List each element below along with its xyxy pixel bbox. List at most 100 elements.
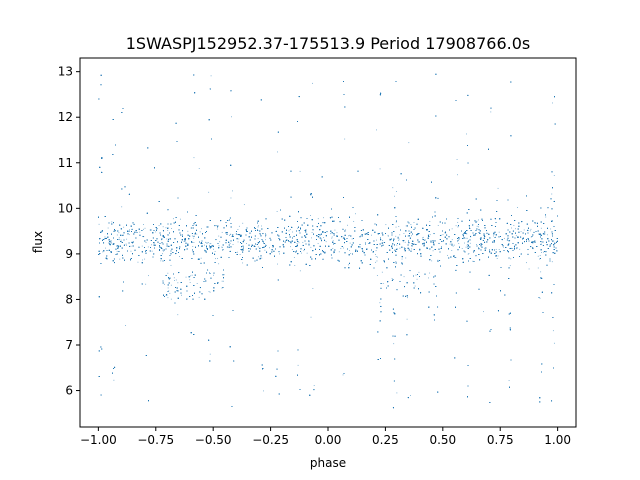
data-point [162, 250, 164, 252]
data-point [167, 297, 169, 299]
data-point [311, 232, 313, 233]
data-point [416, 278, 418, 280]
data-point [484, 247, 485, 249]
data-point [381, 271, 383, 273]
data-point [376, 275, 378, 276]
data-point [128, 234, 130, 236]
data-point [217, 258, 218, 259]
data-point [399, 234, 401, 236]
data-point [277, 151, 278, 153]
data-point [167, 272, 169, 274]
data-point [513, 225, 515, 226]
data-point [466, 233, 468, 235]
data-point [465, 237, 467, 239]
data-point [478, 247, 479, 248]
data-point [198, 168, 200, 169]
data-point [293, 257, 295, 258]
data-point [125, 325, 127, 326]
data-point [242, 222, 244, 224]
data-point [515, 235, 517, 237]
data-point [496, 258, 498, 259]
data-point [189, 282, 191, 283]
data-point [553, 175, 555, 176]
data-point [175, 279, 177, 281]
data-point [257, 238, 259, 239]
data-point [444, 232, 446, 234]
data-point [288, 230, 290, 232]
data-point [451, 249, 453, 251]
data-point [125, 243, 127, 245]
data-point [466, 133, 467, 135]
data-point [261, 257, 263, 259]
data-point [243, 204, 245, 206]
data-point [118, 232, 120, 234]
data-point [410, 224, 412, 225]
data-point [539, 258, 541, 260]
data-point [338, 251, 340, 253]
data-point [413, 222, 415, 223]
data-point [399, 247, 401, 249]
data-point [540, 271, 542, 273]
data-point [219, 241, 221, 243]
data-point [553, 342, 555, 344]
data-point [185, 276, 187, 278]
data-point [208, 291, 210, 293]
data-point [397, 236, 399, 238]
data-point [223, 274, 225, 276]
data-point [382, 242, 384, 244]
data-point [204, 249, 205, 251]
data-point [232, 244, 234, 245]
data-point [457, 241, 459, 243]
data-point [165, 294, 167, 296]
data-point [130, 245, 132, 247]
data-point [143, 224, 144, 225]
data-point [538, 233, 539, 235]
data-point [122, 235, 123, 236]
data-point [464, 242, 465, 244]
data-point [553, 240, 555, 242]
data-point [246, 243, 247, 245]
data-point [515, 248, 517, 250]
data-point [422, 237, 423, 239]
data-point [277, 263, 278, 265]
data-point [374, 254, 376, 255]
data-point [261, 225, 262, 227]
data-point [308, 241, 310, 243]
data-point [113, 379, 115, 381]
data-point [242, 262, 244, 264]
data-point [143, 228, 144, 230]
data-point [265, 233, 266, 234]
data-point [229, 234, 230, 236]
data-point [552, 102, 553, 104]
data-point [519, 248, 521, 250]
data-point [541, 252, 542, 253]
data-point [476, 244, 477, 245]
data-point [145, 242, 147, 243]
data-point [207, 242, 209, 244]
data-point [333, 250, 335, 252]
data-point [331, 236, 333, 238]
data-point [408, 248, 410, 250]
data-point [540, 227, 542, 229]
data-point [526, 262, 527, 264]
data-point [306, 252, 308, 254]
data-point [405, 225, 407, 227]
data-point [351, 238, 353, 240]
data-point [323, 237, 325, 238]
data-point [216, 225, 218, 227]
data-point [237, 229, 239, 230]
data-point [543, 251, 544, 253]
data-point [258, 225, 259, 227]
data-point [153, 242, 155, 244]
data-point [179, 256, 181, 258]
data-point [204, 244, 205, 246]
data-point [429, 234, 431, 236]
data-point [451, 228, 453, 230]
data-point [209, 291, 211, 293]
data-point [296, 242, 298, 244]
data-point [382, 283, 384, 284]
data-point [483, 311, 484, 313]
data-point [355, 213, 356, 215]
data-point [279, 253, 280, 255]
data-point [265, 239, 266, 241]
